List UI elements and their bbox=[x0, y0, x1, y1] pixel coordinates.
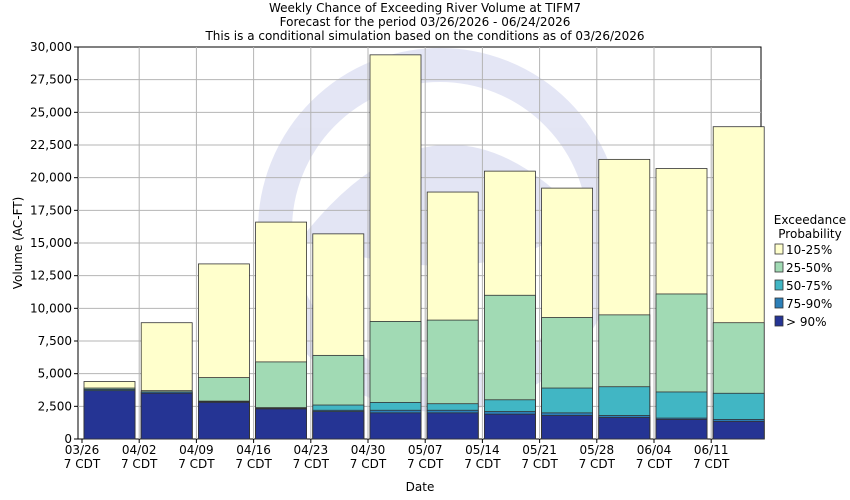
x-tick-label-date: 06/04 bbox=[637, 443, 672, 457]
x-tick-label-time: 7 CDT bbox=[521, 457, 558, 471]
y-tick-label: 12,500 bbox=[30, 269, 72, 283]
y-tick-label: 25,000 bbox=[30, 105, 72, 119]
x-tick-label-time: 7 CDT bbox=[64, 457, 101, 471]
x-tick-label-date: 05/14 bbox=[465, 443, 500, 457]
x-tick-label-time: 7 CDT bbox=[464, 457, 501, 471]
x-tick-label-time: 7 CDT bbox=[121, 457, 158, 471]
bar-90-1 bbox=[140, 392, 193, 440]
x-tick-label-date: 04/16 bbox=[236, 443, 271, 457]
bar-90-11 bbox=[712, 420, 765, 440]
y-tick-label: 17,500 bbox=[30, 203, 72, 217]
legend-swatch bbox=[774, 279, 784, 291]
bar-90-3 bbox=[255, 408, 308, 440]
x-tick-label-time: 7 CDT bbox=[293, 457, 330, 471]
y-axis: 0 2,500 5,000 7,500 10,000 12,500 15,000 17,500… bbox=[30, 40, 78, 446]
y-tick-label: 22,500 bbox=[30, 138, 72, 152]
x-tick-label-date: 04/09 bbox=[179, 443, 214, 457]
legend-swatch bbox=[774, 261, 784, 273]
x-tick-label-time: 7 CDT bbox=[407, 457, 444, 471]
x-tick-label-time: 7 CDT bbox=[579, 457, 616, 471]
bar-90-7 bbox=[483, 413, 536, 440]
bar-90-5 bbox=[369, 412, 422, 440]
legend-swatch bbox=[774, 297, 784, 309]
y-tick-label: 10,000 bbox=[30, 301, 72, 315]
y-tick-label: 0 bbox=[64, 432, 72, 446]
x-tick-label-date: 04/02 bbox=[122, 443, 157, 457]
legend-label: 10-25% bbox=[786, 243, 832, 257]
x-axis-label: Date bbox=[406, 480, 435, 494]
x-tick-label-time: 7 CDT bbox=[636, 457, 673, 471]
bar-90-0 bbox=[83, 390, 136, 440]
x-tick-label-time: 7 CDT bbox=[235, 457, 272, 471]
legend-title-line-1: Exceedance bbox=[774, 213, 846, 227]
legend-title-line-2: Probability bbox=[778, 227, 841, 241]
bar-90-2 bbox=[197, 402, 250, 440]
x-tick-label-time: 7 CDT bbox=[350, 457, 387, 471]
legend-swatch bbox=[774, 243, 784, 255]
chart-title: Weekly Chance of Exceeding River Volume … bbox=[204, 1, 644, 43]
bar-90-10 bbox=[655, 418, 708, 440]
bar-90-4 bbox=[312, 411, 365, 440]
y-tick-label: 2,500 bbox=[38, 399, 72, 413]
x-tick-label-date: 05/28 bbox=[580, 443, 615, 457]
legend-label: 75-90% bbox=[786, 297, 832, 311]
bars bbox=[83, 54, 765, 440]
title-line-2: Forecast for the period 03/26/2026 - 06/… bbox=[280, 15, 571, 29]
legend-label: 50-75% bbox=[786, 279, 832, 293]
legend: Exceedance Probability 10-25% 25-50% 50-75… bbox=[774, 213, 846, 329]
legend-label: 25-50% bbox=[786, 261, 832, 275]
x-tick-label-date: 04/23 bbox=[294, 443, 329, 457]
title-line-3: This is a conditional simulation based o… bbox=[204, 29, 644, 43]
y-tick-label: 27,500 bbox=[30, 73, 72, 87]
x-tick-label-date: 05/21 bbox=[522, 443, 557, 457]
bar-90-8 bbox=[541, 415, 593, 440]
y-tick-label: 20,000 bbox=[30, 171, 72, 185]
x-tick-label-date: 04/30 bbox=[351, 443, 386, 457]
x-tick-label-date: 05/07 bbox=[408, 443, 443, 457]
y-tick-label: 5,000 bbox=[38, 367, 72, 381]
x-tick-label-date: 03/26 bbox=[65, 443, 100, 457]
y-tick-label: 30,000 bbox=[30, 40, 72, 54]
y-tick-label: 15,000 bbox=[30, 236, 72, 250]
bar-90-9 bbox=[598, 417, 651, 440]
x-tick-label-date: 06/11 bbox=[694, 443, 729, 457]
title-line-1: Weekly Chance of Exceeding River Volume … bbox=[269, 1, 581, 15]
legend-swatch bbox=[774, 315, 784, 327]
x-tick-label-time: 7 CDT bbox=[693, 457, 730, 471]
legend-label: > 90% bbox=[786, 315, 827, 329]
y-axis-label: Volume (AC-FT) bbox=[11, 197, 25, 290]
y-tick-label: 7,500 bbox=[38, 334, 72, 348]
bar-90-6 bbox=[426, 412, 479, 440]
x-tick-label-time: 7 CDT bbox=[178, 457, 215, 471]
